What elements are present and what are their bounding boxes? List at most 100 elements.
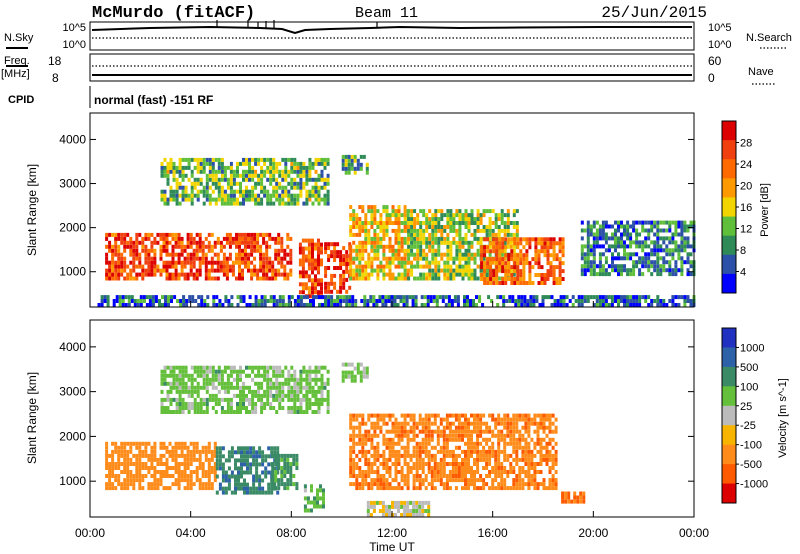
scatter-cell [171, 272, 175, 277]
scatter-cell [264, 490, 268, 495]
scatter-cell [561, 495, 565, 500]
colorbar-segment [722, 273, 736, 294]
scatter-cell [358, 433, 362, 438]
scatter-cell [686, 256, 690, 261]
scatter-cell [254, 381, 258, 386]
scatter-cell [105, 268, 109, 273]
scatter-cell [611, 256, 614, 261]
scatter-cell [513, 269, 517, 274]
scatter-cell [448, 433, 452, 438]
scatter-cell [266, 165, 270, 170]
scatter-cell [388, 453, 392, 458]
scatter-cell [336, 250, 340, 255]
scatter-cell [314, 266, 317, 271]
scatter-cell [457, 433, 461, 438]
scatter-cell [416, 244, 420, 249]
scatter-cell [299, 177, 303, 182]
scatter-cell [568, 299, 572, 303]
scatter-cell [373, 449, 377, 454]
scatter-cell [210, 466, 214, 470]
scatter-cell [269, 177, 273, 182]
scatter-cell [653, 268, 657, 273]
scatter-cell [358, 272, 362, 277]
scatter-cell [301, 250, 305, 255]
scatter-cell [461, 478, 464, 483]
scatter-cell [485, 457, 489, 462]
scatter-cell [491, 441, 495, 446]
scatter-cell [379, 244, 383, 249]
scatter-cell [470, 268, 474, 273]
scatter-cell [165, 236, 169, 241]
scatter-cell [610, 303, 614, 307]
scatter-cell [168, 240, 172, 245]
scatter-cell [187, 389, 191, 394]
colorbar-segment [722, 178, 736, 198]
scatter-cell [138, 474, 142, 478]
scatter-cell [217, 373, 221, 378]
scatter-cell [461, 457, 464, 462]
scatter-cell [326, 193, 330, 198]
scatter-cell [287, 303, 291, 307]
scatter-cell [298, 270, 302, 275]
scatter-cell [260, 173, 264, 178]
scatter-cell [239, 377, 242, 382]
scatter-cell [412, 429, 416, 434]
scatter-cell [534, 257, 538, 262]
scatter-cell [308, 157, 312, 162]
scatter-cell [254, 185, 258, 190]
scatter-cell [333, 281, 337, 286]
scatter-cell [473, 272, 477, 277]
scatter-cell [406, 213, 410, 218]
scatter-cell [543, 241, 547, 246]
scatter-cell [244, 256, 247, 261]
scatter-cell [421, 478, 425, 483]
scatter-cell [458, 244, 462, 249]
scatter-cell [211, 385, 215, 390]
colorbar-tick-label: 28 [740, 138, 752, 150]
scatter-cell [199, 157, 203, 162]
scatter-cell [195, 240, 199, 245]
scatter-cell [394, 425, 398, 430]
scatter-cell [391, 441, 395, 446]
scatter-cell [543, 249, 547, 254]
scatter-cell [242, 299, 246, 303]
scatter-cell [192, 453, 196, 458]
scatter-cell [251, 169, 255, 174]
scatter-cell [193, 185, 197, 190]
scatter-cell [437, 272, 441, 277]
scatter-cell [592, 248, 596, 253]
scatter-cell [400, 421, 404, 426]
scatter-cell [145, 295, 149, 300]
scatter-cell [548, 449, 552, 454]
scatter-cell [160, 406, 164, 410]
scatter-cell [665, 268, 669, 273]
scatter-cell [259, 252, 263, 257]
scatter-cell [626, 295, 629, 300]
scatter-cell [614, 256, 617, 261]
scatter-cell [135, 264, 139, 269]
scatter-cell [434, 217, 438, 221]
scatter-cell [229, 201, 233, 206]
scatter-cell [451, 453, 455, 458]
scatter-cell [181, 365, 185, 370]
scatter-cell [396, 295, 400, 300]
scatter-cell [171, 236, 175, 241]
scatter-cell [223, 385, 227, 390]
scatter-cell [280, 244, 284, 249]
scatter-cell [186, 486, 190, 491]
scatter-cell [184, 173, 188, 178]
scatter-cell [251, 197, 255, 202]
scatter-cell [448, 421, 452, 426]
scatter-cell [403, 217, 407, 221]
scatter-cell [483, 281, 487, 285]
scatter-cell [439, 421, 443, 426]
scatter-cell [388, 268, 392, 273]
scatter-cell [280, 264, 284, 269]
scatter-cell [333, 246, 337, 251]
scatter-cell [367, 276, 371, 281]
scatter-cell [521, 413, 525, 418]
scatter-cell [263, 369, 267, 374]
scatter-cell [571, 295, 575, 300]
scatter-cell [363, 299, 367, 303]
scatter-cell [120, 482, 124, 487]
